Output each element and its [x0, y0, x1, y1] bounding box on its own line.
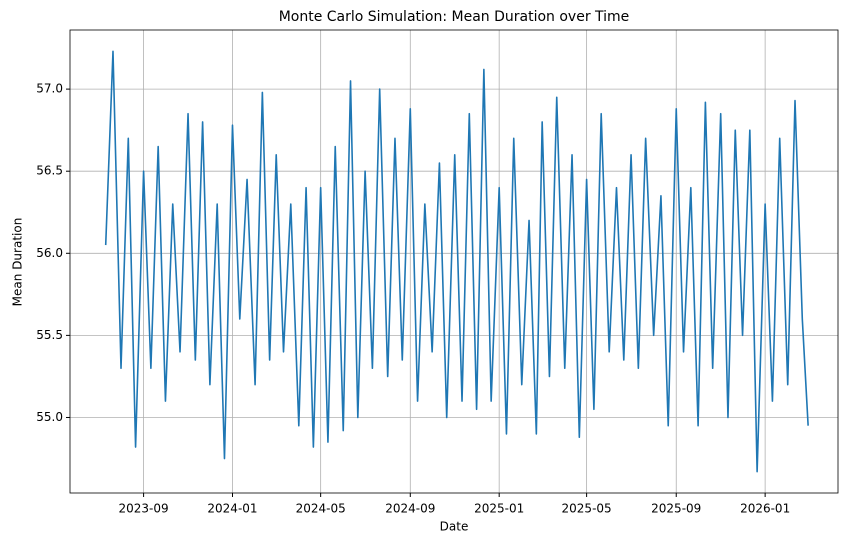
chart-title: Monte Carlo Simulation: Mean Duration ov…: [279, 9, 630, 25]
y-tick-label: 56.5: [36, 164, 63, 178]
x-tick-label: 2024-05: [296, 502, 346, 516]
x-tick-label: 2025-09: [651, 502, 701, 516]
plot-frame: [69, 29, 839, 494]
x-tick-label: 2025-05: [562, 502, 612, 516]
x-tick-label: 2025-01: [474, 502, 524, 516]
y-tick-label: 57.0: [36, 82, 63, 96]
x-tick-label: 2023-09: [119, 502, 169, 516]
x-tick-label: 2024-09: [385, 502, 435, 516]
y-tick-label: 55.0: [36, 410, 63, 424]
y-tick-label: 55.5: [36, 328, 63, 342]
data-line: [104, 50, 809, 473]
y-axis-label: Mean Duration: [11, 218, 25, 307]
x-tick-label: 2024-01: [207, 502, 257, 516]
x-axis-label: Date: [440, 520, 469, 534]
y-tick-label: 56.0: [36, 246, 63, 260]
x-tick-label: 2026-01: [740, 502, 790, 516]
